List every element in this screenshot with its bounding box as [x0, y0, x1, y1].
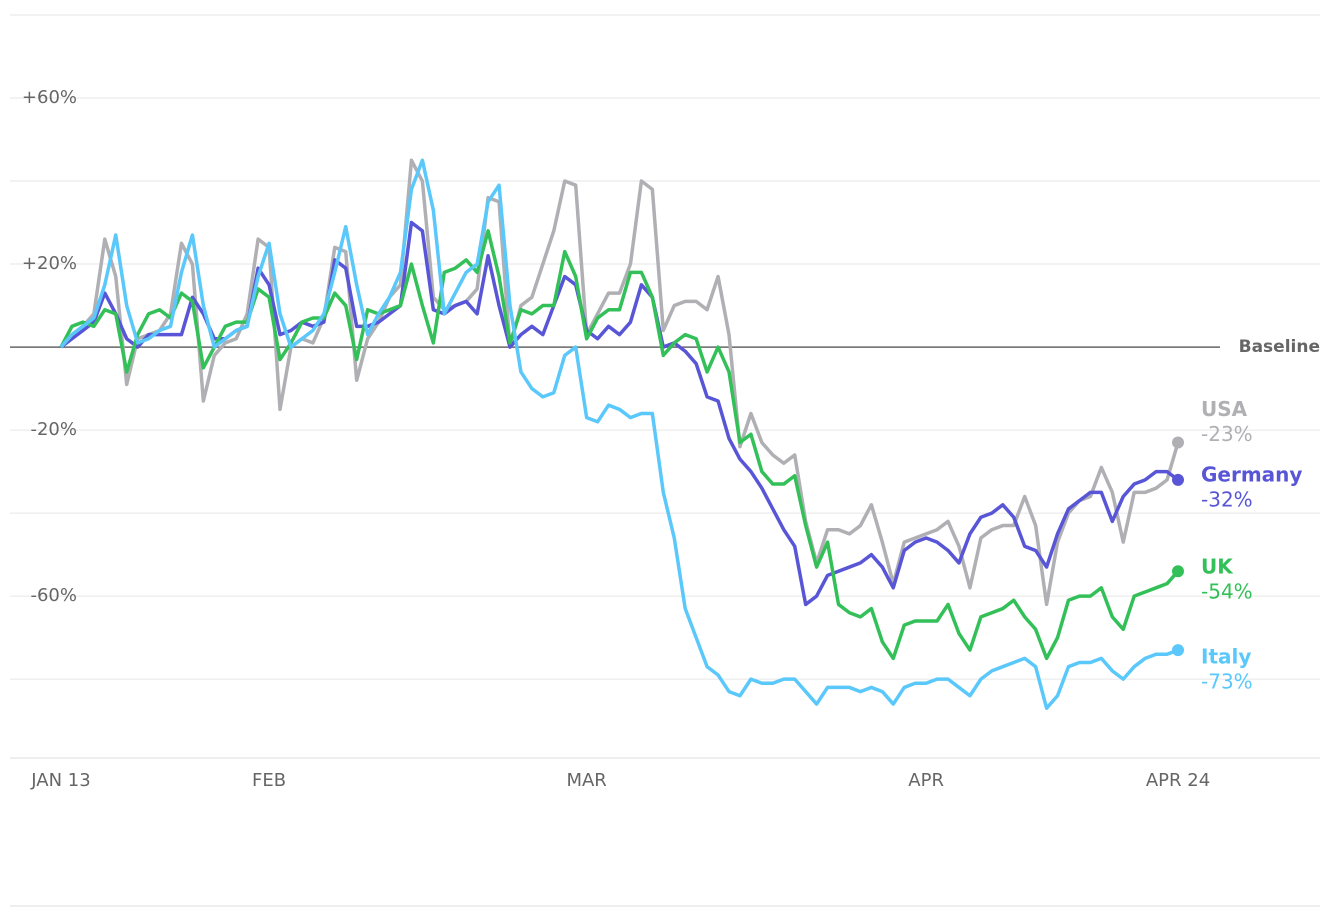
y-tick-label: +20% [22, 253, 77, 274]
end-dot [1172, 473, 1184, 486]
series-line [59, 229, 1180, 661]
series-line [59, 158, 1179, 710]
value-label: -54% [1201, 580, 1253, 604]
y-tick-label: +60% [22, 87, 77, 108]
value-label: -23% [1201, 422, 1253, 446]
x-tick-label: JAN 13 [30, 770, 90, 791]
series-name: Germany [1201, 462, 1302, 486]
series-name: UK [1201, 555, 1234, 579]
value-label: -73% [1201, 670, 1253, 694]
end-dot [1172, 644, 1184, 657]
x-tick-label: APR 24 [1146, 770, 1210, 791]
series-line [59, 158, 1180, 607]
x-tick-label: FEB [252, 770, 286, 791]
series-name: Italy [1201, 645, 1251, 669]
y-tick-label: -60% [30, 585, 77, 606]
x-tick-label: APR [908, 770, 944, 791]
series-line [59, 220, 1180, 607]
series-name: USA [1201, 397, 1248, 421]
y-tick-label: -20% [30, 419, 77, 440]
baseline-label: Baseline [1239, 337, 1320, 357]
x-tick-label: MAR [566, 770, 606, 791]
value-label: -32% [1201, 487, 1253, 511]
end-dot [1172, 565, 1184, 578]
end-dot [1172, 436, 1184, 449]
